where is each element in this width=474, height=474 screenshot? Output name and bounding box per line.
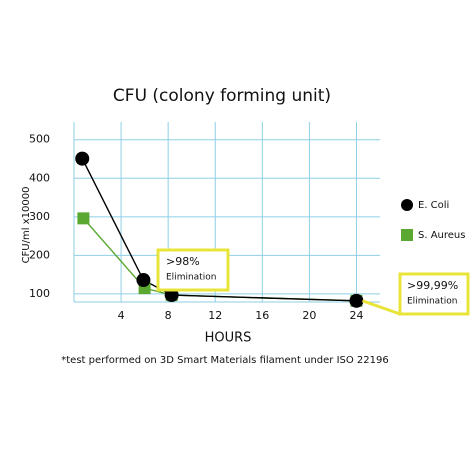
point [77,212,90,225]
legend-label: S. Aureus [418,230,465,241]
annotation-text: Elimination [407,297,457,307]
annotation-pointer [361,299,401,316]
x-tick-label: 8 [165,309,172,322]
point [136,273,151,288]
chart-title: CFU (colony forming unit) [113,86,331,106]
x-axis-label: HOURS [205,331,252,346]
annotation-text: Elimination [166,273,216,283]
y-axis-label: CFU/ml x10000 [21,187,32,264]
annotation-box [398,272,470,316]
x-tick-label: 24 [349,309,363,322]
legend-marker [401,199,413,211]
x-tick-label: 16 [255,309,269,322]
y-tick-label: 300 [29,210,50,223]
point [75,151,90,166]
point [349,293,364,308]
annotation-text: >98% [166,255,200,268]
x-tick-label: 4 [118,309,125,322]
annotation-text: >99,99% [407,279,458,292]
point [164,288,179,303]
y-tick-label: 200 [29,248,50,261]
x-tick-label: 12 [208,309,222,322]
y-tick-label: 100 [29,287,50,300]
legend-label: E. Coli [418,200,449,211]
footnote: *test performed on 3D Smart Materials fi… [61,355,388,366]
y-tick-label: 500 [29,133,50,146]
x-tick-label: 20 [302,309,316,322]
annotation-box [156,248,230,292]
y-tick-label: 400 [29,171,50,184]
legend-marker [401,229,413,241]
